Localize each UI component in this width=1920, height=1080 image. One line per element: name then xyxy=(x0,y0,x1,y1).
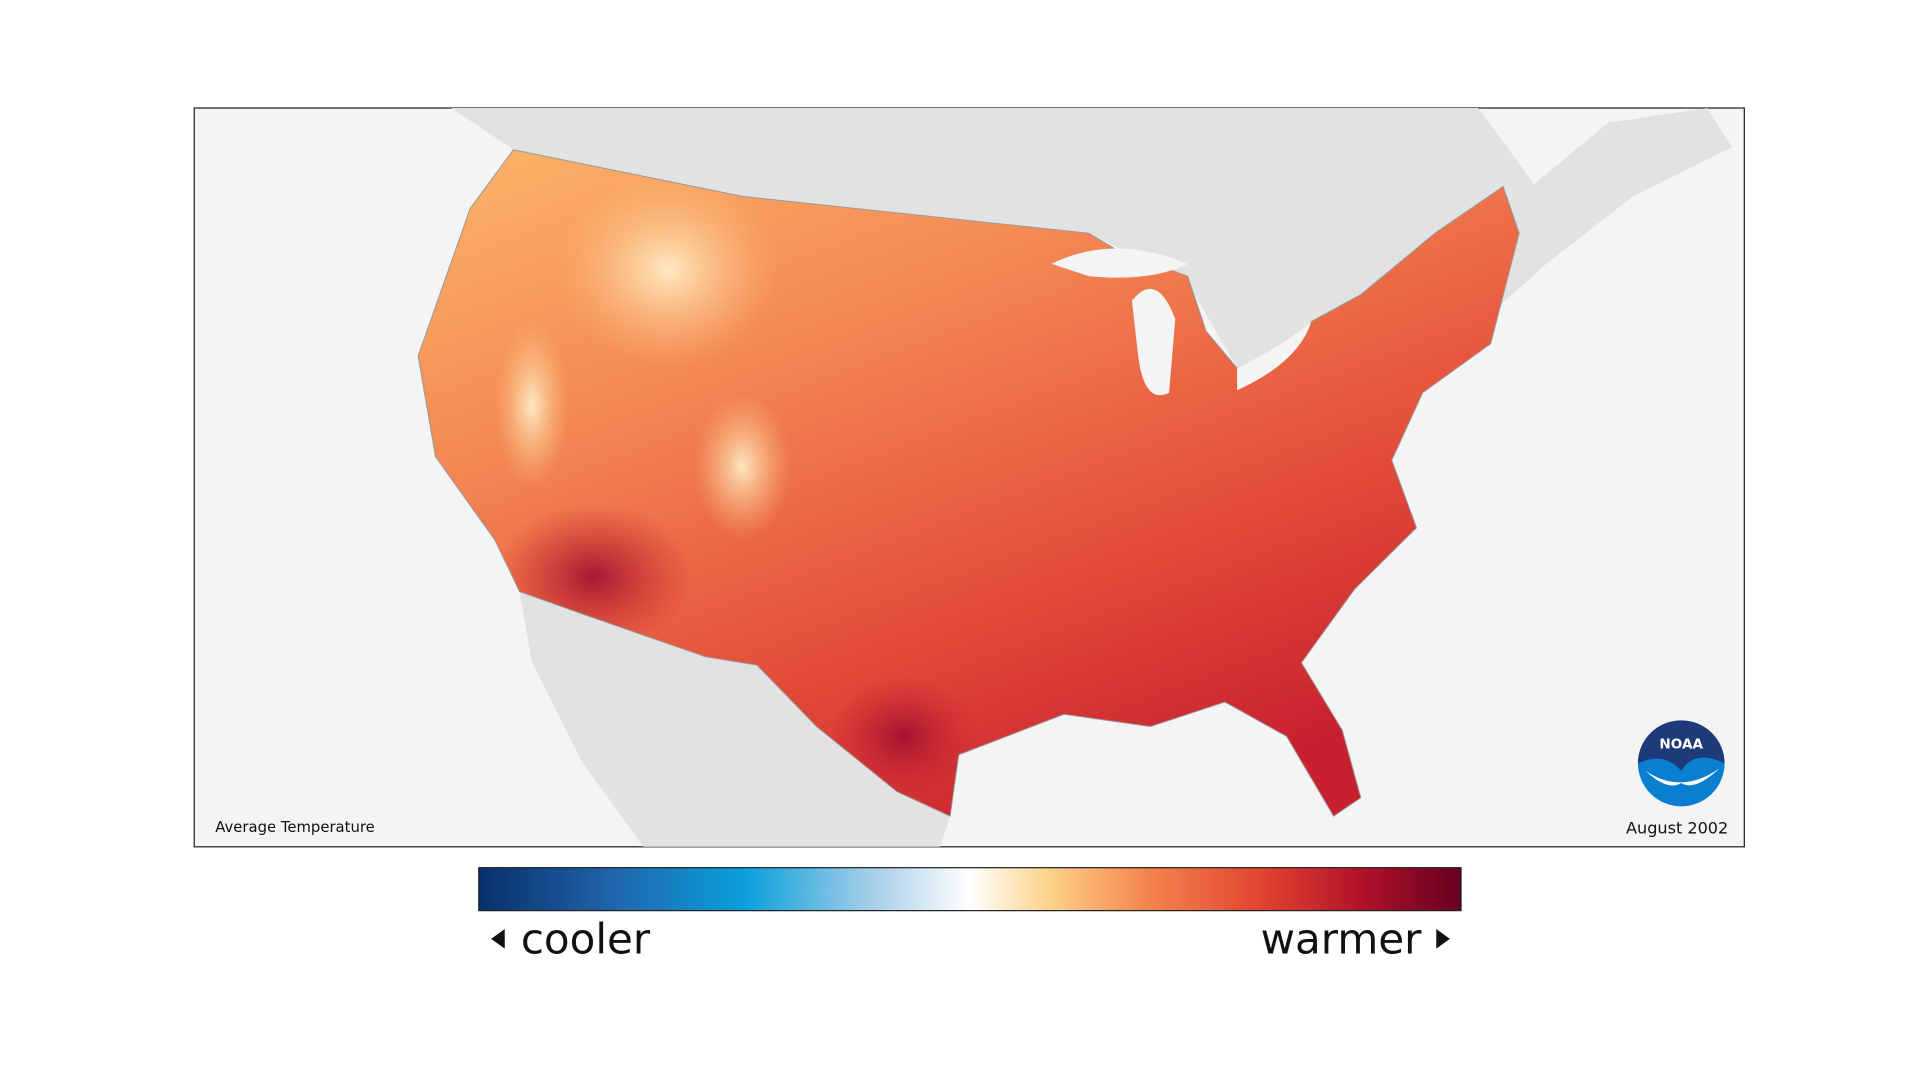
map-date: August 2002 xyxy=(1626,818,1728,837)
warmer-arrow xyxy=(1436,929,1450,949)
map-caption: Average Temperature xyxy=(215,819,374,836)
lake-michigan xyxy=(1131,288,1176,396)
basemap xyxy=(417,108,1732,847)
noaa-logo: NOAA xyxy=(1637,720,1725,807)
color-bar xyxy=(478,867,1462,912)
lake-superior xyxy=(1051,248,1188,278)
legend-low-label: cooler xyxy=(521,915,651,964)
legend-high-label: warmer xyxy=(1261,915,1423,964)
cooler-arrow xyxy=(491,929,505,949)
mexico xyxy=(519,591,951,847)
logo-text: NOAA xyxy=(1659,737,1703,753)
lake-erie xyxy=(1237,321,1312,391)
